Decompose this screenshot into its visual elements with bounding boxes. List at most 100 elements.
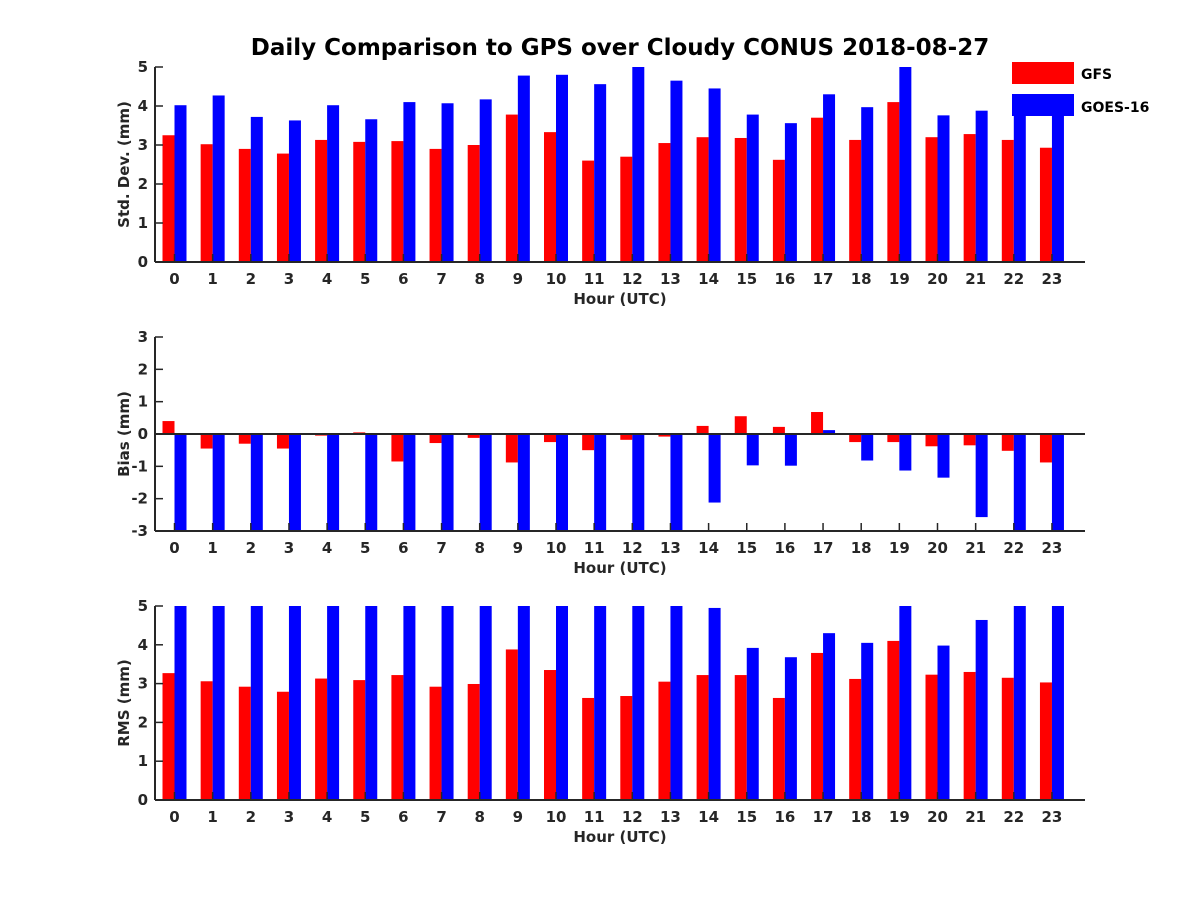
bar-p1-gfs-h16 <box>772 159 785 262</box>
x-tick-label: 13 <box>660 808 681 826</box>
bar-p2-goes16-h21 <box>975 434 988 518</box>
bar-p3-gfs-h2 <box>238 686 251 800</box>
x-tick-label: 17 <box>813 539 834 557</box>
x-tick-label: 19 <box>889 808 910 826</box>
bar-p3-gfs-h21 <box>963 671 976 800</box>
x-tick-label: 20 <box>927 270 948 288</box>
bar-p2-gfs-h6 <box>391 434 404 462</box>
x-tick-label: 8 <box>474 539 484 557</box>
y-tick-label: 2 <box>138 713 148 731</box>
bar-p1-goes16-h6 <box>403 102 416 262</box>
x-tick-label: 11 <box>584 539 605 557</box>
x-tick-label: 1 <box>207 539 217 557</box>
bar-p2-gfs-h15 <box>734 416 747 434</box>
x-tick-label: 4 <box>322 270 332 288</box>
x-tick-label: 23 <box>1042 539 1063 557</box>
bar-p3-gfs-h1 <box>200 681 213 800</box>
bar-p2-goes16-h11 <box>594 434 607 531</box>
bar-p2-goes16-h22 <box>1013 434 1026 531</box>
bar-p3-gfs-h19 <box>887 640 900 800</box>
x-tick-label: 22 <box>1003 270 1024 288</box>
bar-p3-goes16-h5 <box>365 606 378 800</box>
legend-swatch-gfs <box>1012 62 1074 84</box>
x-tick-label: 18 <box>851 539 872 557</box>
x-tick-label: 17 <box>813 808 834 826</box>
x-tick-label: 22 <box>1003 539 1024 557</box>
y-tick-label: 0 <box>138 253 148 271</box>
x-axis-label: Hour (UTC) <box>573 828 666 846</box>
bar-p2-gfs-h9 <box>505 434 518 463</box>
bar-p1-goes16-h22 <box>1013 99 1026 263</box>
x-tick-label: 19 <box>889 539 910 557</box>
x-tick-label: 3 <box>284 270 294 288</box>
x-tick-label: 0 <box>169 808 179 826</box>
bar-p1-goes16-h13 <box>670 80 683 263</box>
bar-p2-goes16-h20 <box>937 434 950 478</box>
bar-p1-goes16-h5 <box>365 119 378 262</box>
x-tick-label: 10 <box>546 808 567 826</box>
bar-p2-gfs-h18 <box>849 434 862 443</box>
x-tick-label: 20 <box>927 539 948 557</box>
bar-p2-gfs-h0 <box>162 421 175 434</box>
x-tick-label: 22 <box>1003 808 1024 826</box>
bar-p3-gfs-h14 <box>696 675 709 800</box>
bar-p3-gfs-h17 <box>811 652 824 800</box>
bar-p2-gfs-h22 <box>1001 434 1014 451</box>
x-tick-label: 14 <box>698 539 719 557</box>
x-axis-label: Hour (UTC) <box>573 290 666 308</box>
bar-p1-goes16-h8 <box>479 99 492 263</box>
bar-p2-goes16-h19 <box>899 434 912 471</box>
bar-p3-gfs-h10 <box>544 670 556 800</box>
bar-p2-goes16-h7 <box>441 434 454 531</box>
bar-p1-goes16-h14 <box>708 88 721 262</box>
x-tick-label: 18 <box>851 270 872 288</box>
bar-p1-goes16-h10 <box>556 74 568 262</box>
x-tick-label: 16 <box>774 808 795 826</box>
bar-p1-gfs-h12 <box>620 156 633 262</box>
x-tick-label: 21 <box>965 808 986 826</box>
x-tick-label: 6 <box>398 808 408 826</box>
y-tick-label: 2 <box>138 175 148 193</box>
bar-p1-gfs-h14 <box>696 137 709 262</box>
bar-p2-goes16-h9 <box>517 434 530 531</box>
x-tick-label: 0 <box>169 270 179 288</box>
bar-p3-goes16-h11 <box>594 606 607 800</box>
bar-p1-gfs-h21 <box>963 134 976 262</box>
bar-p3-gfs-h20 <box>925 674 938 800</box>
bar-p2-gfs-h23 <box>1039 434 1052 463</box>
bar-p1-gfs-h8 <box>467 145 480 262</box>
bar-p2-gfs-h12 <box>620 434 633 440</box>
x-tick-label: 1 <box>207 270 217 288</box>
bar-p2-gfs-h10 <box>544 434 556 443</box>
bar-p3-goes16-h9 <box>517 606 530 800</box>
bar-p1-goes16-h17 <box>823 94 836 262</box>
bar-p3-gfs-h22 <box>1001 677 1014 800</box>
bar-p2-goes16-h10 <box>556 434 568 531</box>
bar-p3-goes16-h8 <box>479 606 492 800</box>
bar-p3-gfs-h9 <box>505 649 518 800</box>
x-tick-label: 21 <box>965 270 986 288</box>
bar-p2-gfs-h14 <box>696 425 709 434</box>
bar-p1-gfs-h10 <box>544 132 556 262</box>
x-tick-label: 18 <box>851 808 872 826</box>
bar-p2-gfs-h19 <box>887 434 900 443</box>
bar-p3-goes16-h22 <box>1013 606 1026 800</box>
x-tick-label: 7 <box>436 539 446 557</box>
x-tick-label: 14 <box>698 270 719 288</box>
bar-p3-goes16-h21 <box>975 619 988 800</box>
bar-p2-goes16-h0 <box>174 434 187 531</box>
bar-p1-gfs-h6 <box>391 141 404 262</box>
bar-p3-goes16-h0 <box>174 606 187 800</box>
bar-p3-goes16-h17 <box>823 633 836 800</box>
bar-p1-gfs-h5 <box>353 141 366 262</box>
x-tick-label: 3 <box>284 539 294 557</box>
x-tick-label: 1 <box>207 808 217 826</box>
x-tick-label: 0 <box>169 539 179 557</box>
x-tick-label: 7 <box>436 808 446 826</box>
bar-p1-goes16-h4 <box>327 105 340 262</box>
bar-p1-goes16-h19 <box>899 67 912 262</box>
bar-p1-goes16-h11 <box>594 84 607 262</box>
bar-p2-gfs-h11 <box>582 434 595 451</box>
